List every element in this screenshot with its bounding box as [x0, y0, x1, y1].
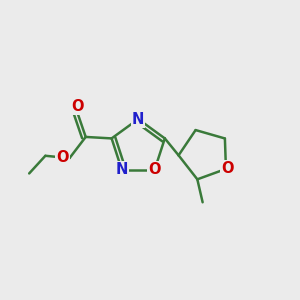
Text: N: N: [132, 112, 144, 127]
Text: O: O: [56, 150, 69, 165]
Text: N: N: [116, 162, 128, 177]
Text: O: O: [221, 161, 234, 176]
Text: O: O: [71, 99, 84, 114]
Text: O: O: [148, 162, 161, 177]
